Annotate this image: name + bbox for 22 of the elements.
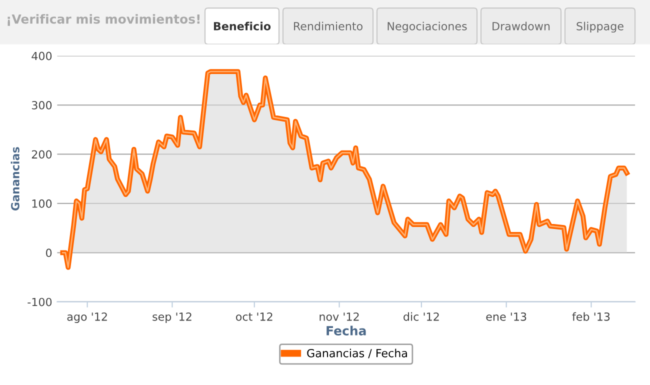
y-tick-label: 200 — [32, 150, 52, 159]
x-axis-title: Fecha — [326, 326, 366, 336]
chart-title: ¡Verificar mis movimientos! — [8, 14, 200, 26]
y-tick-label: 300 — [32, 101, 52, 110]
y-tick-label: 400 — [32, 52, 52, 60]
x-tick-label: sep '12 — [152, 312, 192, 324]
x-tick-label: oct '12 — [236, 312, 272, 321]
y-tick-label: -100 — [28, 298, 52, 306]
text: Beneficio — [214, 22, 271, 30]
y-tick-label: 100 — [32, 199, 52, 208]
legend-label: Ganancias / Fecha — [307, 348, 407, 358]
x-tick-label: feb '13 — [572, 312, 610, 321]
x-tick-label: ene '13 — [486, 312, 526, 321]
text: Rendimiento — [294, 22, 362, 30]
text: Slippage — [576, 22, 624, 33]
y-tick-label: 0 — [46, 248, 52, 258]
y-axis-title: Ganancias — [10, 147, 20, 210]
x-tick-label: nov '12 — [320, 312, 359, 321]
text: Drawdown — [492, 22, 550, 30]
x-tick-label: ago '12 — [67, 312, 107, 324]
x-tick-label: dic '12 — [404, 312, 439, 321]
text: Negociaciones — [388, 22, 467, 33]
